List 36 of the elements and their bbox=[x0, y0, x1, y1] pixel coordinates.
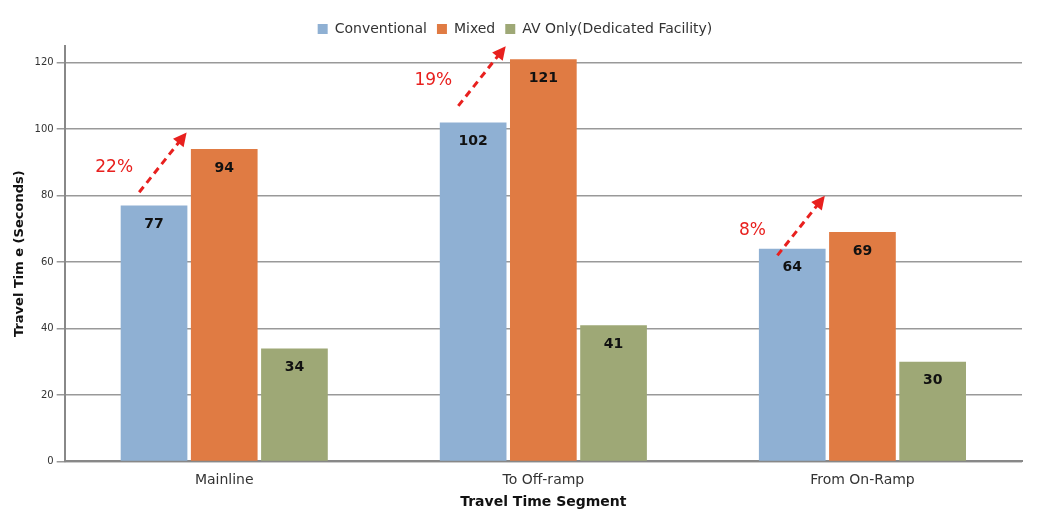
y-tick-label: 40 bbox=[40, 322, 54, 334]
x-tick-label: From On-Ramp bbox=[810, 471, 915, 488]
legend-label: Conventional bbox=[334, 19, 427, 36]
data-label: 121 bbox=[528, 68, 558, 85]
x-tick-label: To Off-ramp bbox=[501, 471, 585, 488]
y-tick-label: 120 bbox=[34, 56, 54, 68]
legend-label: Mixed bbox=[453, 19, 496, 36]
annotation: 19% bbox=[414, 69, 453, 90]
y-axis-title: Travel Tim e (Seconds) bbox=[11, 170, 27, 338]
bar bbox=[510, 59, 577, 461]
data-label: 64 bbox=[782, 258, 803, 275]
data-label: 30 bbox=[922, 371, 943, 388]
data-label: 34 bbox=[284, 358, 305, 375]
y-tick-label: 20 bbox=[40, 388, 54, 400]
bar bbox=[899, 361, 966, 461]
annotation: 8% bbox=[738, 218, 766, 239]
bar bbox=[120, 205, 188, 461]
bar bbox=[261, 348, 328, 461]
legend-label: AV Only(Dedicated Facility) bbox=[522, 19, 713, 36]
bar bbox=[190, 149, 258, 461]
y-tick-label: 100 bbox=[34, 122, 54, 134]
bar bbox=[580, 325, 647, 461]
x-axis-title: Travel Time Segment bbox=[460, 493, 627, 510]
y-tick-label: 60 bbox=[40, 255, 54, 267]
bar bbox=[829, 232, 896, 461]
bar bbox=[758, 248, 826, 461]
bar bbox=[439, 122, 507, 461]
y-tick-label: 0 bbox=[47, 454, 54, 466]
data-label: 41 bbox=[603, 334, 624, 351]
x-tick-label: Mainline bbox=[194, 471, 254, 488]
data-label: 94 bbox=[214, 158, 235, 175]
data-label: 77 bbox=[144, 215, 164, 232]
data-label: 69 bbox=[852, 241, 873, 258]
annotation: 22% bbox=[95, 155, 134, 176]
y-tick-label: 80 bbox=[40, 189, 54, 201]
data-label: 102 bbox=[458, 132, 488, 149]
